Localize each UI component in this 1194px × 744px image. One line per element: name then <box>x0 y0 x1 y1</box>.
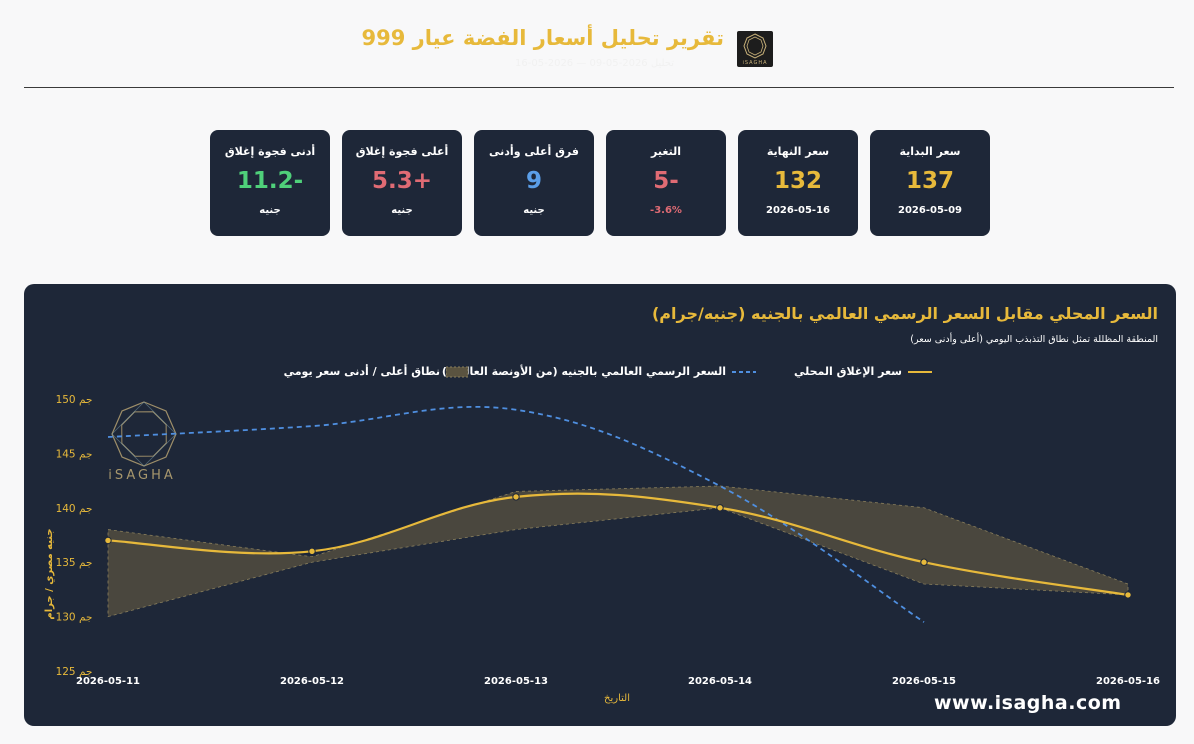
y-tick-label: 140 جم <box>56 503 93 515</box>
page-subtitle: تحليل 2026-05-09 — 2026-05-16 <box>515 58 674 69</box>
price-chart: iSAGHA 125 جم 130 جم 135 جم 140 جم 145 جم 150… <box>44 394 1160 704</box>
y-tick-label: 125 جم <box>56 666 93 678</box>
chart-panel: السعر المحلي مقابل السعر الرسمي العالمي … <box>24 284 1176 726</box>
card-value: 9 <box>525 168 542 194</box>
local-close-point <box>716 504 724 512</box>
website-link[interactable]: www.isagha.com <box>934 692 1122 714</box>
local-close-line <box>107 492 1129 596</box>
chart-subtitle: المنطقة المظللة تمثل نطاق التذبذب اليومي… <box>910 334 1158 345</box>
card-label: سعر النهاية <box>766 145 830 158</box>
card-label: أعلى فجوة إغلاق <box>355 145 449 158</box>
x-tick-label: 2026-05-11 <box>76 676 140 687</box>
card-value: -5 <box>653 168 679 194</box>
legend-label: نطاق أعلى / أدنى سعر يومي <box>283 365 440 378</box>
card-max-gap: أعلى فجوة إغلاق +5.3 جنيه <box>342 130 462 236</box>
legend-dashed-line-icon <box>732 371 756 373</box>
card-sub: جنيه <box>259 205 281 216</box>
legend-local-close: سعر الإغلاق المحلي <box>794 364 932 380</box>
card-start-price: سعر البداية 137 2026-05-09 <box>870 130 990 236</box>
card-sub: 2026-05-16 <box>766 205 830 216</box>
watermark-logo <box>111 401 177 467</box>
card-label: سعر البداية <box>899 145 961 158</box>
y-axis-label: جنيه مصري / جرام <box>44 528 55 619</box>
legend-band: نطاق أعلى / أدنى سعر يومي <box>284 364 468 380</box>
local-close-point <box>1124 591 1132 599</box>
card-label: التغير <box>651 145 681 158</box>
card-change: التغير -5 -3.6% <box>606 130 726 236</box>
isagha-logo: iSAGHA <box>737 31 773 67</box>
local-close-point <box>512 493 520 501</box>
card-min-gap: أدنى فجوة إغلاق -11.2 جنيه <box>210 130 330 236</box>
logo-emblem-icon <box>743 33 767 59</box>
y-tick-label: 150 جم <box>56 394 93 406</box>
x-tick-label: 2026-05-14 <box>688 676 752 687</box>
card-label: أدنى فجوة إغلاق <box>224 145 316 158</box>
y-tick-label: 145 جم <box>56 448 93 460</box>
card-sub: -3.6% <box>650 205 682 216</box>
x-tick-label: 2026-05-13 <box>484 676 548 687</box>
legend-label: السعر الرسمي العالمي بالجنيه (من الأونصة… <box>441 365 726 378</box>
x-tick-label: 2026-05-15 <box>892 676 956 687</box>
card-end-price: سعر النهاية 132 2026-05-16 <box>738 130 858 236</box>
local-close-point <box>920 558 928 566</box>
card-value: -11.2 <box>236 168 304 194</box>
report-header: iSAGHA تقرير تحليل أسعار الفضة عيار 999 … <box>0 0 1194 88</box>
x-tick-label: 2026-05-12 <box>280 676 344 687</box>
y-tick-label: 130 جم <box>56 612 93 624</box>
x-axis-label: التاريخ <box>604 693 630 704</box>
watermark-text: iSAGHA <box>108 468 176 483</box>
global-price-line <box>107 405 925 623</box>
legend-solid-line-icon <box>908 371 932 373</box>
card-range: فرق أعلى وأدنى 9 جنيه <box>474 130 594 236</box>
card-label: فرق أعلى وأدنى <box>489 145 579 158</box>
legend-label: سعر الإغلاق المحلي <box>793 365 902 378</box>
x-tick-label: 2026-05-16 <box>1096 676 1160 687</box>
card-value: 132 <box>773 168 822 194</box>
legend-band-swatch-icon <box>446 366 468 378</box>
local-close-point <box>308 547 316 556</box>
y-tick-label: 135 جم <box>56 557 93 569</box>
legend-global-price: السعر الرسمي العالمي بالجنيه (من الأونصة… <box>442 364 756 380</box>
page-title: تقرير تحليل أسعار الفضة عيار 999 <box>361 26 724 50</box>
card-sub: 2026-05-09 <box>898 205 962 216</box>
card-sub: جنيه <box>523 205 545 216</box>
chart-title: السعر المحلي مقابل السعر الرسمي العالمي … <box>651 304 1158 323</box>
card-sub: جنيه <box>391 205 413 216</box>
header-divider <box>24 87 1174 88</box>
card-value: +5.3 <box>371 168 433 194</box>
range-band <box>107 485 1129 618</box>
logo-caption: iSAGHA <box>742 60 768 66</box>
card-value: 137 <box>905 168 954 194</box>
local-close-point <box>104 536 112 545</box>
